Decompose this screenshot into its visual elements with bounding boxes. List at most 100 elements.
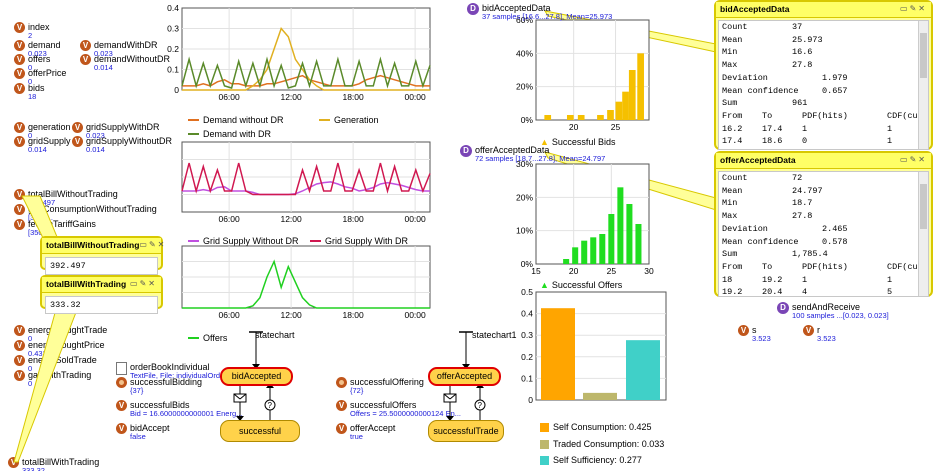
condition-transition-icon	[474, 399, 486, 411]
stat-value: 961	[792, 98, 808, 109]
stat-value: 0.657	[822, 85, 848, 96]
var-bid-accept[interactable]: V bidAccept false	[116, 423, 170, 441]
y-tick-label: 0.4	[167, 3, 179, 13]
table-header: From	[722, 261, 743, 272]
stat-value: 25.973	[792, 34, 823, 45]
stat-value: 2.465	[822, 223, 848, 234]
stat-label: Min	[722, 47, 738, 58]
collection-successful-offering[interactable]: successfulOffering {72}	[336, 377, 424, 395]
var-index[interactable]: V index 2	[14, 22, 50, 40]
var-s[interactable]: V s 3.523	[738, 325, 771, 343]
var-generation[interactable]: V generation 0	[14, 122, 71, 140]
window-controls-icon[interactable]: ▭✎✕	[139, 240, 167, 249]
y-tick-label: 0.3	[521, 330, 533, 340]
file-name: orderBookIndividual	[130, 362, 210, 372]
inspect-window-bill-without-trading[interactable]: totalBillWithoutTrading ▭✎✕ 392.497	[40, 236, 167, 275]
collection-successful-bidding[interactable]: successfulBidding {37}	[116, 377, 202, 395]
histogram-bar	[637, 53, 644, 121]
dataset-offer-accepted-data[interactable]: D offerAcceptedData 72 samples [18.7...27…	[460, 145, 605, 163]
variable-value: 0	[28, 334, 33, 343]
variable-icon: V	[14, 355, 25, 366]
histogram-bar	[617, 187, 624, 264]
var-grid-supply-without-dr[interactable]: V gridSupplyWithoutDR 0.014	[72, 136, 172, 154]
x-tick-label: 06:00	[218, 214, 240, 224]
y-tick-label: 0.2	[521, 352, 533, 362]
y-tick-label: 20%	[516, 192, 533, 202]
variable-value: false	[130, 432, 146, 441]
variable-value: 3.523	[752, 334, 771, 343]
x-tick-label: 20	[569, 266, 579, 276]
var-grid-supply[interactable]: V gridSupply 0.014	[14, 136, 71, 154]
series-line	[181, 162, 431, 196]
window-controls-icon[interactable]: ▭✎✕	[900, 4, 927, 13]
message-transition-icon	[233, 393, 247, 403]
variable-icon: V	[72, 136, 83, 147]
inspect-window-value: 392.497	[45, 257, 158, 275]
state-successful-trade[interactable]: successfulTrade	[428, 420, 504, 442]
y-tick-label: 0.1	[167, 65, 179, 75]
var-successful-offers[interactable]: V successfulOffers Offers = 25.5000000000…	[336, 400, 461, 418]
stat-value: 37	[792, 22, 803, 32]
var-grid-supply-with-dr[interactable]: V gridSupplyWithDR 0.023	[72, 122, 160, 140]
variable-icon: V	[14, 325, 25, 336]
histogram-bar	[608, 214, 615, 264]
variable-name: gridSupplyWithDR	[86, 122, 160, 132]
dataset-send-and-receive[interactable]: D sendAndReceive 100 samples ...[0.023, 0…	[777, 302, 889, 320]
legend-label: Self Consumption: 0.425	[553, 422, 652, 432]
chart-consumption-ratios: 0 0.1 0.2 0.3 0.4 0.5	[521, 287, 667, 404]
dataset-name: sendAndReceive	[792, 302, 861, 312]
var-bids[interactable]: V bids 18	[14, 83, 45, 101]
var-successful-bids[interactable]: V successfulBids Bid = 16.6000000000001 E…	[116, 400, 242, 418]
dataset-bid-accepted-data[interactable]: D bidAcceptedData 37 samples [16.6...27.8…	[467, 3, 612, 21]
entry-arrowhead	[462, 364, 470, 369]
var-demand[interactable]: V demand 0.023	[14, 40, 61, 58]
file-order-book-individual[interactable]: orderBookIndividual TextFile, File: indiv…	[116, 362, 226, 380]
legend-label: Grid Supply With DR	[325, 236, 409, 246]
var-energy-bought-price[interactable]: V energyBoughtPrice 0.432	[14, 340, 105, 358]
inspect-window-title: totalBillWithoutTrading	[46, 240, 140, 250]
variable-name: energySoldTrade	[28, 355, 97, 365]
table-header: PDF(hits)	[802, 261, 848, 272]
stat-label: Max	[722, 60, 738, 71]
y-tick-label: 0.2	[167, 44, 179, 54]
envelope-flap	[443, 393, 451, 400]
var-offer-accept[interactable]: V offerAccept true	[336, 423, 395, 441]
var-energy-sold-trade[interactable]: V energySoldTrade 0	[14, 355, 97, 373]
legend-label: Demand without DR	[203, 115, 284, 125]
var-offer-price[interactable]: V offerPrice 0	[14, 68, 66, 86]
window-controls-icon[interactable]: ▭✎✕	[130, 279, 157, 288]
var-offers[interactable]: V offers 0	[14, 54, 50, 72]
variable-icon: V	[14, 54, 25, 65]
stat-value: 16.6	[792, 47, 813, 58]
variable-value: 333.32	[22, 467, 99, 471]
table-cell: 1	[887, 274, 893, 285]
arrowhead	[236, 416, 244, 421]
chart-offers: 06:00 12:00 18:00 00:00	[181, 245, 431, 320]
stats-window-offer-accepted-data[interactable]: offerAcceptedData ▭✎✕ Count 72 Mean 24.797 …	[714, 151, 933, 297]
var-demand-with-dr[interactable]: V demandWithDR 0.023	[80, 40, 158, 58]
var-gain-with-trading[interactable]: V gainwithTrading 0	[14, 370, 91, 388]
scrollbar[interactable]	[918, 21, 928, 149]
var-r[interactable]: V r 3.523	[803, 325, 836, 343]
state-bid-accepted[interactable]: bidAccepted	[220, 367, 293, 386]
table-header: CDF(cum	[887, 110, 923, 121]
variable-value: 0	[28, 77, 33, 86]
bar	[583, 392, 617, 400]
state-offer-accepted[interactable]: offerAccepted	[428, 367, 501, 386]
triangle-icon: ▲	[540, 137, 549, 147]
variable-value: 2	[28, 31, 33, 40]
stats-window-bid-accepted-data[interactable]: bidAcceptedData ▭✎✕ Count 37 Mean 25.973 Mi…	[714, 0, 933, 150]
histogram-bar	[572, 247, 579, 264]
legend-label: Demand with DR	[203, 129, 272, 139]
var-demand-without-dr[interactable]: V demandWithoutDR 0.014	[80, 54, 170, 72]
histogram-bar	[635, 224, 642, 264]
variable-name: totalBillWithTrading	[22, 457, 100, 467]
scrollbar[interactable]	[918, 172, 928, 296]
legend-item-demand-without-dr: Demand without DR	[188, 115, 284, 125]
histogram-bar	[626, 204, 633, 264]
inspect-window-bill-with-trading[interactable]: totalBillWithTrading ▭✎✕ 333.32	[40, 275, 163, 314]
window-controls-icon[interactable]: ▭✎✕	[900, 155, 927, 164]
variable-name: r	[817, 325, 820, 335]
bar	[626, 340, 660, 400]
state-successful[interactable]: successful	[220, 420, 300, 442]
